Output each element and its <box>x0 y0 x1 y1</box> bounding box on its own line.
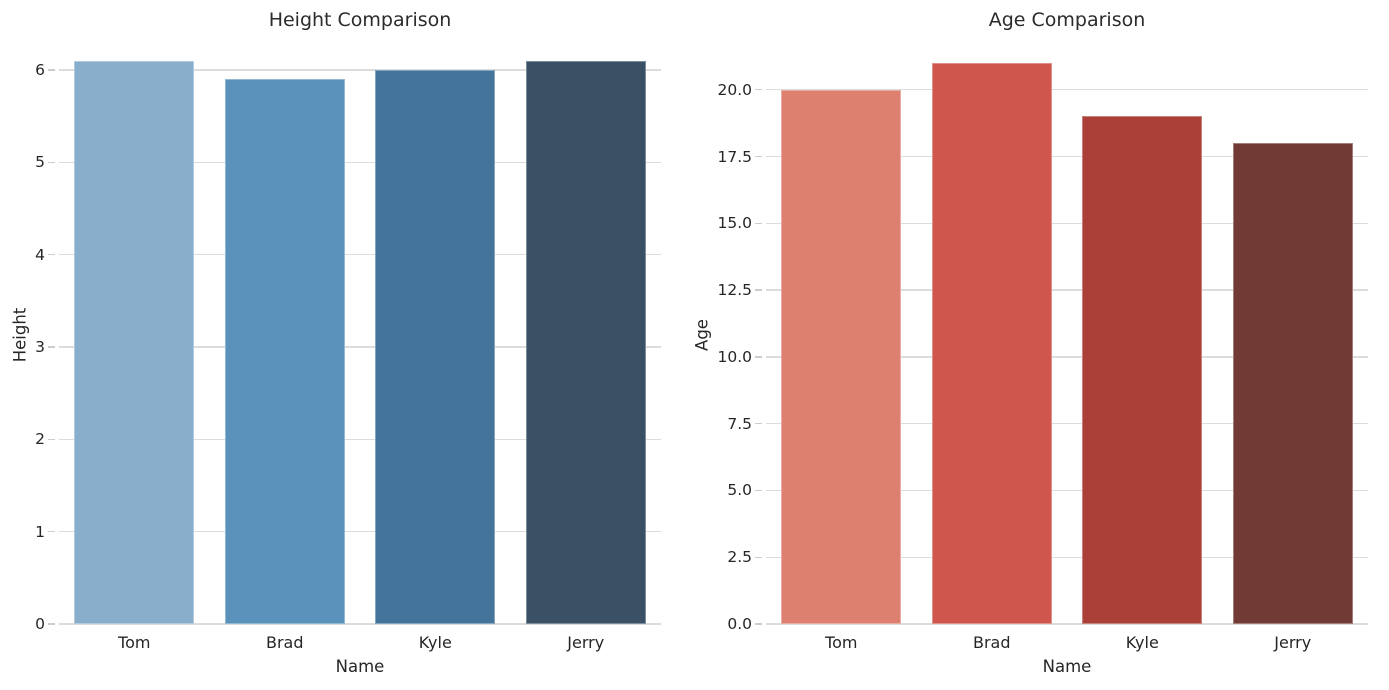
bar-tom <box>74 60 195 624</box>
bar-tom <box>781 89 902 624</box>
y-tick-mark <box>48 69 55 71</box>
y-tick-mark <box>755 89 762 91</box>
gridline <box>766 556 1368 558</box>
x-axis-label: Name <box>1042 657 1092 676</box>
y-tick-label: 7.5 <box>727 414 752 433</box>
bar-brad <box>931 63 1052 624</box>
gridline <box>766 489 1368 492</box>
y-tick-label: 0.0 <box>727 615 752 633</box>
x-tick-label: Tom <box>118 633 151 652</box>
plot-area: 0 1 2 3 4 5 6 Tom Brad Kyle Jerry <box>35 47 661 652</box>
y-tick-mark <box>755 222 762 224</box>
x-tick-label: Jerry <box>567 633 605 652</box>
x-tick-label: Jerry <box>1274 633 1312 652</box>
x-tick-label: Kyle <box>1125 633 1159 652</box>
bar-jerry <box>525 60 646 624</box>
y-tick-label: 0 <box>35 615 45 633</box>
x-tick-label: Tom <box>825 633 858 652</box>
chart-title: Age Comparison <box>988 9 1146 31</box>
y-tick-label: 4 <box>35 245 45 264</box>
gridline <box>766 356 1368 358</box>
y-tick-mark <box>755 556 762 558</box>
gridline <box>766 155 1368 158</box>
y-tick-mark <box>755 356 762 358</box>
gridline <box>766 89 1368 91</box>
gridline <box>766 289 1368 291</box>
y-tick-mark <box>48 438 55 441</box>
chart-title: Height Comparison <box>268 9 452 31</box>
y-tick-label: 10.0 <box>717 347 752 366</box>
y-tick-label: 12.5 <box>717 281 752 300</box>
gridline <box>59 438 661 440</box>
y-tick-label: 5.0 <box>727 481 752 500</box>
y-tick-label: 1 <box>35 522 45 541</box>
y-tick-label: 17.5 <box>717 147 752 166</box>
y-tick-mark <box>755 489 762 492</box>
y-tick-label: 5 <box>35 153 45 172</box>
y-tick-mark <box>755 155 762 158</box>
y-tick-mark <box>48 254 55 256</box>
y-tick-mark <box>48 161 55 164</box>
y-tick-label: 6 <box>35 61 45 80</box>
y-tick-label: 20.0 <box>717 80 752 99</box>
y-tick-label: 2.5 <box>727 548 752 567</box>
plot-area: 0.0 2.5 5.0 7.5 10.0 12.5 15.0 17.5 20.0 Tom Brad K… <box>717 47 1368 652</box>
y-tick-label: 3 <box>35 338 45 357</box>
y-tick-mark <box>48 346 55 348</box>
x-axis-label: Name <box>335 657 385 676</box>
y-tick-mark <box>755 289 762 291</box>
x-tick-label: Brad <box>972 633 1011 652</box>
gridline <box>766 423 1368 425</box>
gridline <box>59 623 661 625</box>
gridline <box>59 531 661 533</box>
bar-jerry <box>1232 143 1353 624</box>
y-axis-label: Age <box>692 319 712 351</box>
y-tick-mark <box>48 623 55 625</box>
gridline <box>766 623 1368 625</box>
y-tick-label: 15.0 <box>717 214 752 233</box>
y-tick-mark <box>755 422 762 425</box>
y-tick-mark <box>48 530 55 533</box>
x-tick-label: Kyle <box>418 633 452 652</box>
bar-brad <box>224 79 345 624</box>
y-tick-mark <box>755 623 762 625</box>
gridline <box>766 222 1368 224</box>
y-axis-label: Height <box>10 307 30 363</box>
gridline <box>59 346 661 348</box>
bar-kyle <box>1082 116 1203 624</box>
gridline <box>59 69 661 71</box>
bar-kyle <box>375 70 496 624</box>
age-comparison-chart: Age Comparison Age 0.0 2.5 5.0 7.5 10.0 12.5 1… <box>692 0 1389 690</box>
height-comparison-chart: Height Comparison Height 0 1 2 3 4 5 6 Tom Brad K… <box>0 0 694 690</box>
gridline <box>59 254 661 256</box>
y-tick-label: 2 <box>35 430 45 449</box>
gridline <box>59 161 661 164</box>
x-tick-label: Brad <box>265 633 304 652</box>
